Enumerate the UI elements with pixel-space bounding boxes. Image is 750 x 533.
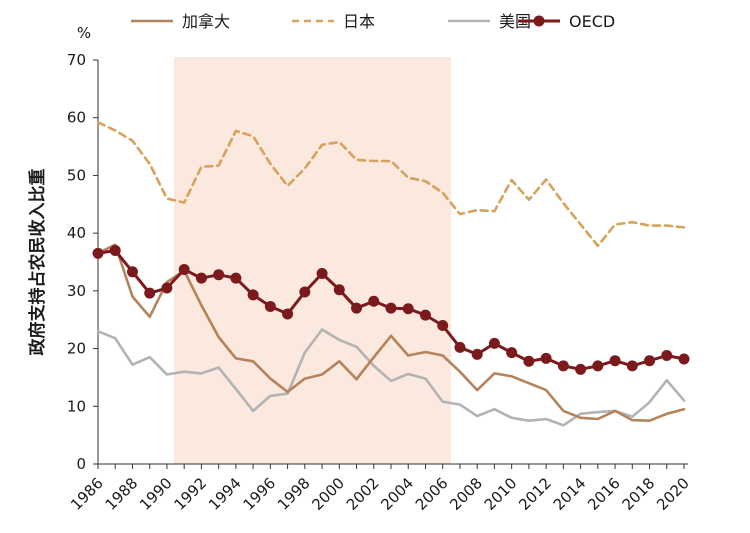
series-line-日本 xyxy=(96,121,686,248)
data-point xyxy=(523,355,535,367)
series-line-美国 xyxy=(96,328,686,427)
data-point xyxy=(230,272,242,284)
legend-label: OECD xyxy=(569,12,615,31)
x-tick-label: 2018 xyxy=(619,474,659,514)
x-tick-label: 2010 xyxy=(481,474,521,514)
x-tick-label: 2012 xyxy=(515,474,555,514)
data-point xyxy=(195,272,207,284)
y-tick-label: 60 xyxy=(67,109,86,127)
legend: 加拿大 日本 美国 OECD xyxy=(131,12,615,31)
data-point xyxy=(644,355,656,367)
x-tick-label: 1998 xyxy=(274,474,314,514)
series-line-加拿大 xyxy=(96,243,686,422)
legend-marker xyxy=(533,15,545,27)
data-point xyxy=(368,295,380,307)
y-tick-label: 10 xyxy=(67,397,86,415)
y-tick-label: 50 xyxy=(67,166,86,184)
data-point xyxy=(213,269,225,281)
data-point xyxy=(333,284,345,296)
data-point xyxy=(454,341,466,353)
data-point xyxy=(144,287,156,299)
series-layer xyxy=(92,121,690,427)
data-point xyxy=(247,289,259,301)
data-point xyxy=(419,309,431,321)
x-tick-label: 1992 xyxy=(171,474,211,514)
data-point xyxy=(178,264,190,276)
x-tick-label: 2016 xyxy=(584,474,624,514)
y-axis-title: 政府支持占农民收入比重 xyxy=(27,169,48,356)
data-point xyxy=(351,302,363,314)
data-point xyxy=(385,302,397,314)
y-tick-label: 40 xyxy=(67,224,86,242)
data-point xyxy=(109,244,121,256)
data-point xyxy=(126,266,138,278)
data-point xyxy=(575,363,587,375)
legend-label: 日本 xyxy=(343,12,375,31)
x-tick-label: 2008 xyxy=(446,474,486,514)
data-point xyxy=(299,286,311,298)
x-tick-label: 2000 xyxy=(308,474,348,514)
x-tick-label: 1986 xyxy=(67,474,107,514)
data-point xyxy=(592,360,604,372)
y-tick-label: 20 xyxy=(67,340,86,358)
y-tick-label: 0 xyxy=(76,455,86,473)
x-tick-label: 2006 xyxy=(412,474,452,514)
y-unit-label: % xyxy=(77,24,91,42)
data-point xyxy=(488,337,500,349)
data-point xyxy=(92,247,104,259)
data-point xyxy=(540,352,552,364)
x-tick-label: 2004 xyxy=(377,474,417,514)
data-point xyxy=(626,360,638,372)
data-point xyxy=(471,348,483,360)
data-point xyxy=(506,347,518,359)
legend-label: 美国 xyxy=(499,12,531,31)
data-point xyxy=(609,355,621,367)
data-point xyxy=(282,308,294,320)
data-point xyxy=(402,303,414,315)
highlight-period xyxy=(173,57,451,464)
data-point xyxy=(437,319,449,331)
data-point xyxy=(557,360,569,372)
x-tick-label: 2014 xyxy=(550,474,590,514)
x-tick-label: 1988 xyxy=(102,474,142,514)
x-tick-label: 1996 xyxy=(239,474,279,514)
y-tick-label: 70 xyxy=(67,51,86,69)
x-tick-label: 2020 xyxy=(653,474,693,514)
x-tick-label: 1990 xyxy=(136,474,176,514)
y-tick-label: 30 xyxy=(67,282,86,300)
data-point xyxy=(661,349,673,361)
legend-label: 加拿大 xyxy=(182,12,230,31)
data-point xyxy=(161,282,173,294)
data-point xyxy=(316,268,328,280)
data-point xyxy=(678,353,690,365)
data-point xyxy=(264,300,276,312)
x-tick-label: 1994 xyxy=(205,474,245,514)
x-tick-label: 2002 xyxy=(343,474,383,514)
